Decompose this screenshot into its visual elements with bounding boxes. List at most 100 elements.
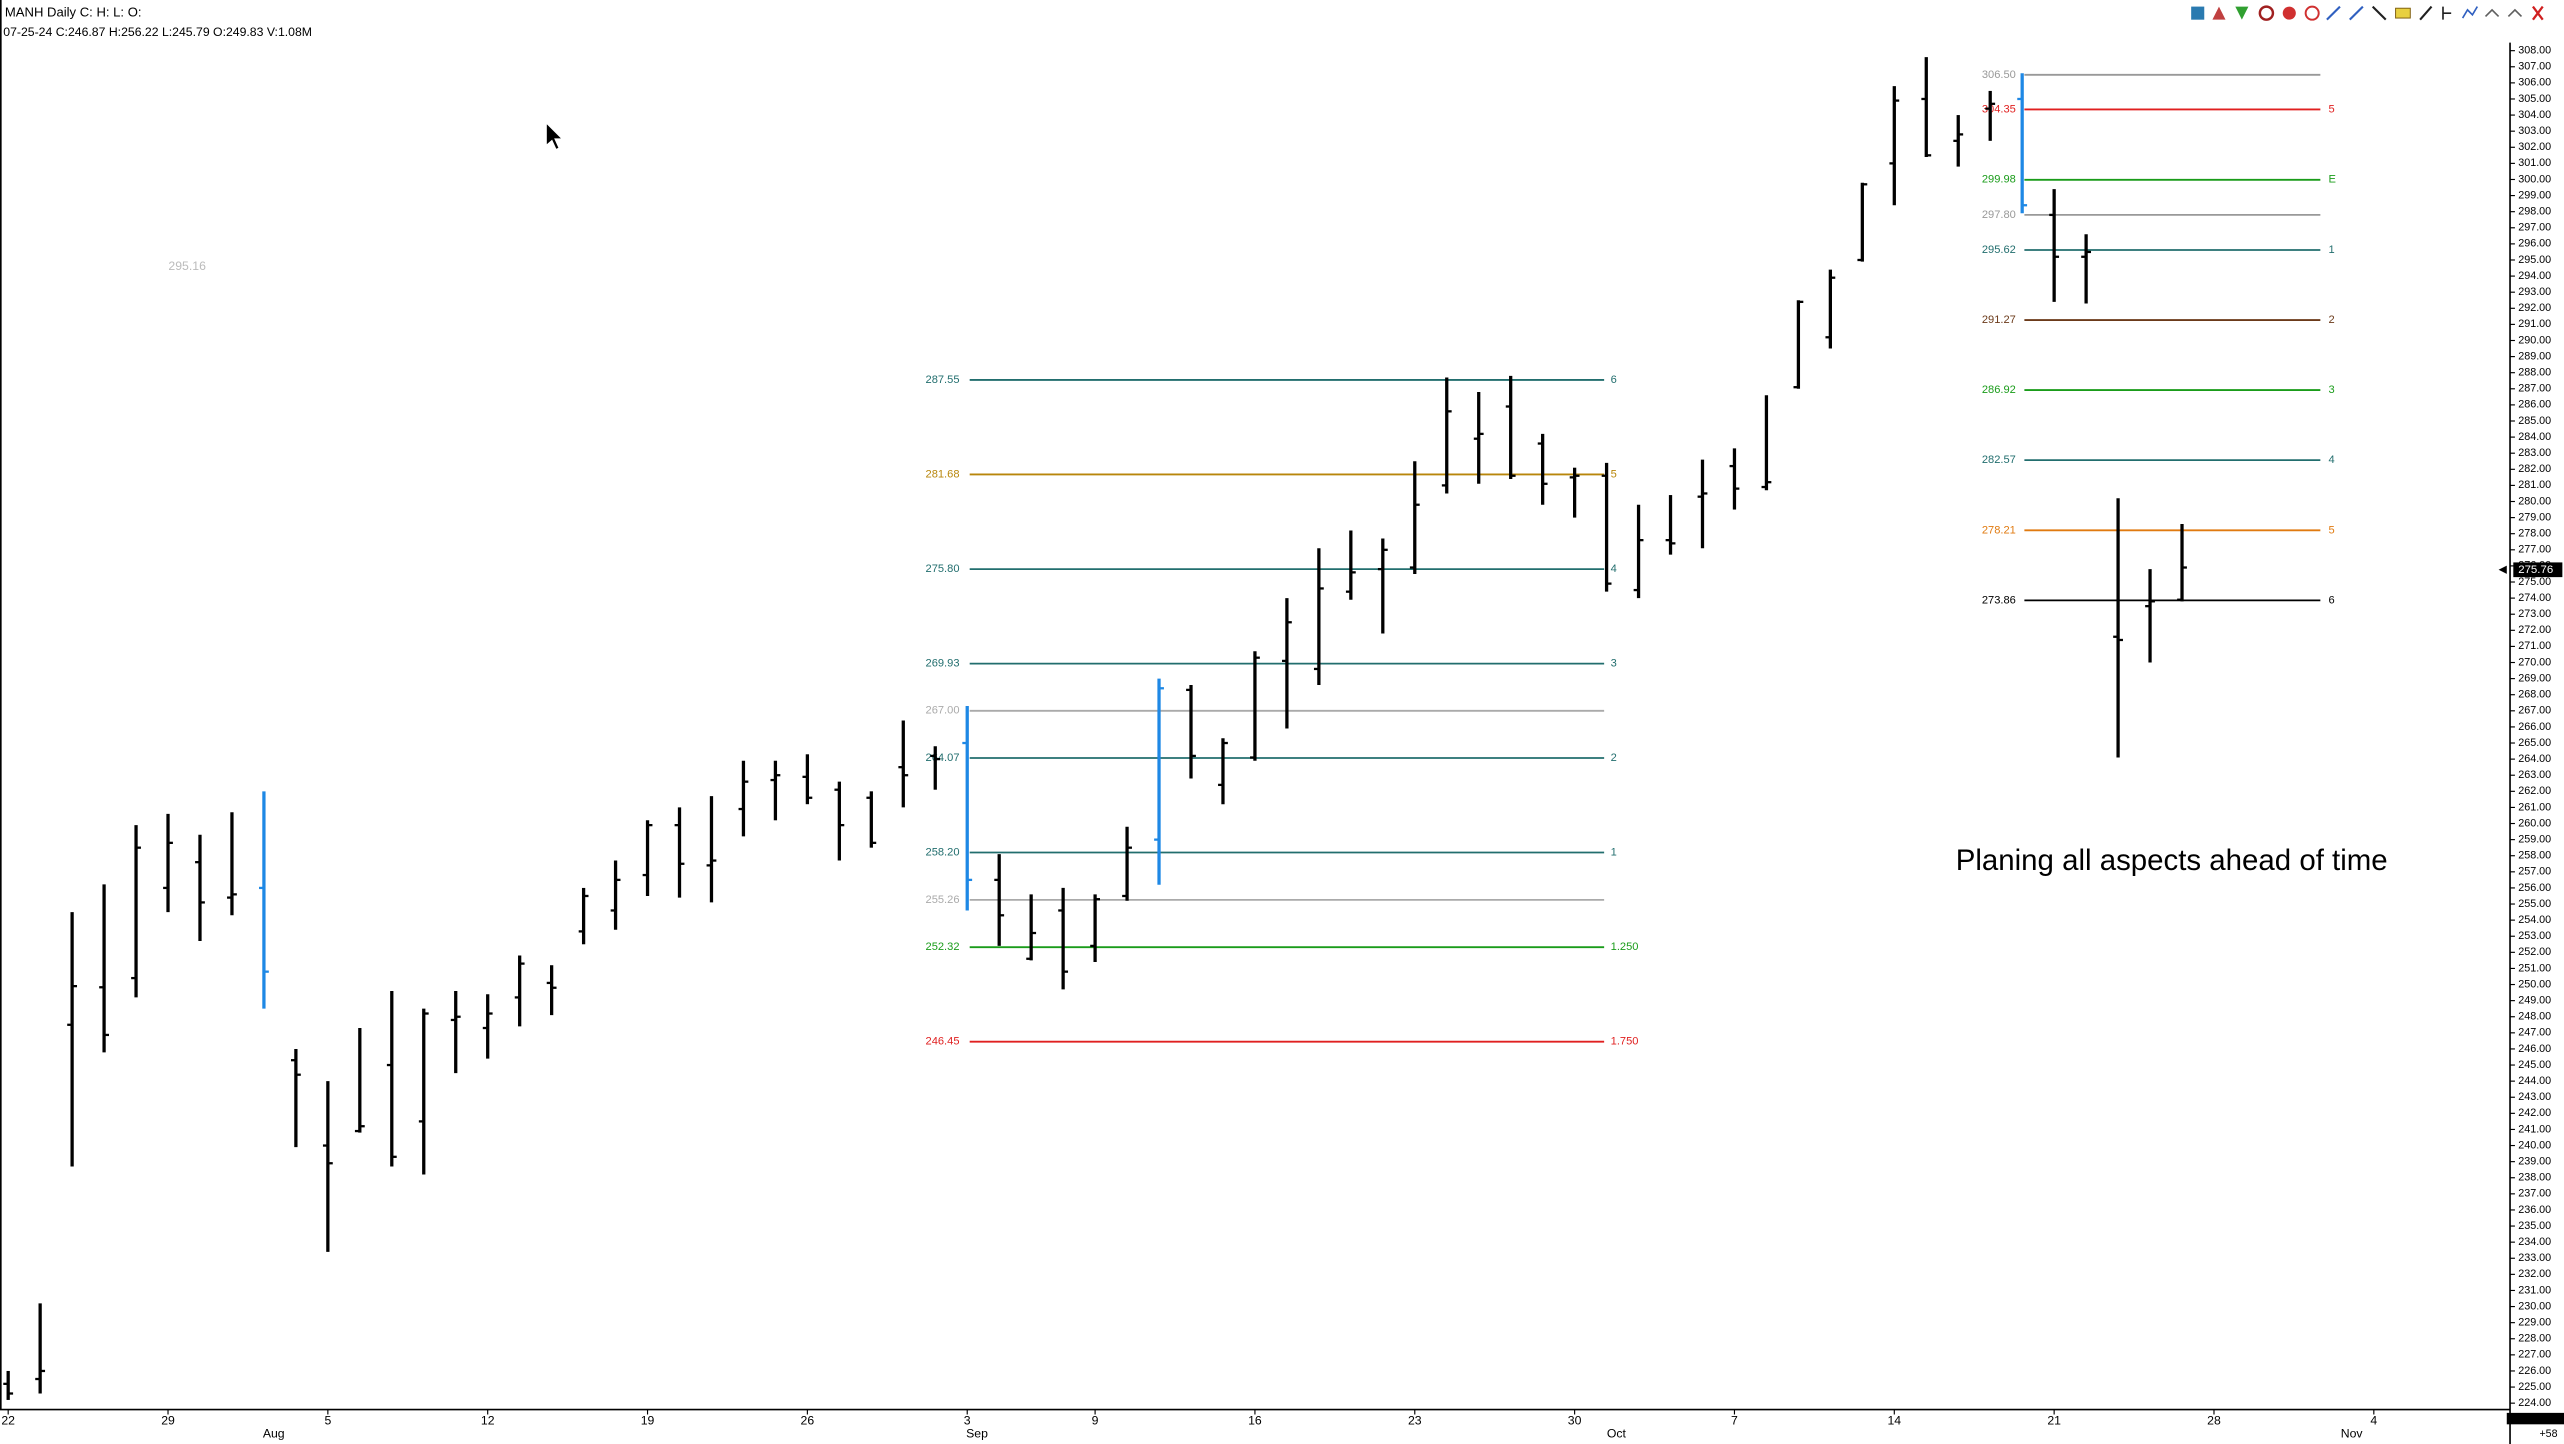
y-tick-label: 247.00: [2518, 1027, 2551, 1039]
x-tick-label: 21: [2047, 1413, 2061, 1427]
tool-icon[interactable]: [2212, 6, 2226, 20]
y-tick-label: 230.00: [2518, 1300, 2551, 1312]
tool-icon[interactable]: [2371, 5, 2387, 21]
y-tick-label: 255.00: [2518, 898, 2551, 910]
month-label: Sep: [966, 1426, 988, 1440]
tool-icon[interactable]: [2442, 6, 2452, 20]
level-label: 264.07: [926, 752, 960, 764]
y-tick-label: 260.00: [2518, 817, 2551, 829]
y-tick-label: 266.00: [2518, 721, 2551, 733]
x-tick-label: 12: [481, 1413, 495, 1427]
last-price-arrow: [2498, 565, 2507, 574]
level-tag: 5: [1611, 468, 1617, 480]
y-tick-label: 286.00: [2518, 399, 2551, 411]
y-tick-label: 256.00: [2518, 882, 2551, 894]
y-tick-label: 243.00: [2518, 1091, 2551, 1103]
level-label: 282.57: [1982, 454, 2016, 466]
level-label: 278.21: [1982, 524, 2016, 536]
y-tick-label: 275.00: [2518, 576, 2551, 588]
level-label: 281.68: [926, 468, 960, 480]
y-tick-label: 296.00: [2518, 238, 2551, 250]
y-tick-label: 282.00: [2518, 463, 2551, 475]
tool-icon[interactable]: [2419, 5, 2433, 21]
last-price-label: 275.76: [2518, 564, 2553, 576]
tool-icon[interactable]: [2507, 8, 2523, 17]
level-label: 267.00: [926, 705, 960, 717]
y-tick-label: 300.00: [2518, 173, 2551, 185]
y-tick-label: 270.00: [2518, 656, 2551, 668]
y-tick-label: 252.00: [2518, 946, 2551, 958]
y-tick-label: 301.00: [2518, 157, 2551, 169]
level-tag: 1: [1611, 846, 1617, 858]
tool-icon[interactable]: [2326, 5, 2341, 21]
y-tick-label: 269.00: [2518, 672, 2551, 684]
y-tick-label: 273.00: [2518, 608, 2551, 620]
x-tick-label: 19: [641, 1413, 655, 1427]
y-tick-label: 232.00: [2518, 1268, 2551, 1280]
y-tick-label: 267.00: [2518, 705, 2551, 717]
y-tick-label: 280.00: [2518, 495, 2551, 507]
y-tick-label: 294.00: [2518, 270, 2551, 282]
y-tick-label: 274.00: [2518, 592, 2551, 604]
level-tag: 3: [2329, 384, 2335, 396]
chart-subtitle: 07-25-24 C:246.87 H:256.22 L:245.79 O:24…: [3, 25, 312, 39]
level-label: 246.45: [926, 1036, 960, 1048]
month-label: Aug: [263, 1426, 285, 1440]
tool-icon[interactable]: [2191, 6, 2205, 20]
x-tick-label: 7: [1731, 1413, 1738, 1427]
y-tick-label: 290.00: [2518, 334, 2551, 346]
x-tick-label: 16: [1248, 1413, 1262, 1427]
level-label: 287.55: [926, 374, 960, 386]
y-tick-label: 308.00: [2518, 45, 2551, 57]
y-tick-label: 235.00: [2518, 1220, 2551, 1232]
level-tag: 5: [2329, 524, 2335, 536]
y-tick-label: 306.00: [2518, 77, 2551, 89]
y-tick-label: 242.00: [2518, 1107, 2551, 1119]
y-tick-label: 281.00: [2518, 479, 2551, 491]
y-tick-label: 284.00: [2518, 431, 2551, 443]
tool-icon[interactable]: [2282, 6, 2296, 20]
y-tick-label: 229.00: [2518, 1317, 2551, 1329]
y-tick-label: 241.00: [2518, 1123, 2551, 1135]
tool-icon[interactable]: [2484, 8, 2500, 17]
note-box: Planing all aspects ahead of time: [1956, 844, 2388, 877]
x-tick-label: 28: [2207, 1413, 2221, 1427]
y-tick-label: 248.00: [2518, 1011, 2551, 1023]
level-label: 286.92: [1982, 384, 2016, 396]
x-tick-label: 9: [1092, 1413, 1099, 1427]
level-label: 258.20: [926, 846, 960, 858]
level-label: 297.80: [1982, 209, 2016, 221]
y-tick-label: 291.00: [2518, 318, 2551, 330]
tool-icon[interactable]: [2349, 5, 2364, 21]
y-tick-label: 289.00: [2518, 350, 2551, 362]
y-tick-label: 262.00: [2518, 785, 2551, 797]
y-tick-label: 288.00: [2518, 367, 2551, 379]
y-tick-label: 226.00: [2518, 1365, 2551, 1377]
y-tick-label: 268.00: [2518, 689, 2551, 701]
level-tag: 1.750: [1611, 1036, 1639, 1048]
y-tick-label: 285.00: [2518, 415, 2551, 427]
tool-icon[interactable]: [2532, 5, 2544, 21]
corner-label: +58: [2539, 1428, 2557, 1440]
y-tick-label: 233.00: [2518, 1252, 2551, 1264]
y-tick-label: 279.00: [2518, 511, 2551, 523]
tool-icon[interactable]: [2461, 6, 2479, 19]
chart-title: MANH Daily C: H: L: O:: [5, 5, 142, 20]
y-tick-label: 293.00: [2518, 286, 2551, 298]
y-tick-label: 224.00: [2518, 1397, 2551, 1409]
y-tick-label: 299.00: [2518, 189, 2551, 201]
tool-icon[interactable]: [2235, 6, 2249, 20]
y-tick-label: 257.00: [2518, 866, 2551, 878]
y-tick-label: 254.00: [2518, 914, 2551, 926]
level-label: 255.26: [926, 894, 960, 906]
y-tick-label: 304.00: [2518, 109, 2551, 121]
level-tag: 2: [2329, 314, 2335, 326]
tool-icon[interactable]: [2395, 7, 2411, 19]
level-tag: 6: [2329, 594, 2335, 606]
tool-icon[interactable]: [2304, 5, 2320, 21]
tool-icon[interactable]: [2258, 5, 2275, 21]
y-tick-label: 246.00: [2518, 1043, 2551, 1055]
y-tick-label: 258.00: [2518, 850, 2551, 862]
toolbar: [2191, 5, 2544, 21]
